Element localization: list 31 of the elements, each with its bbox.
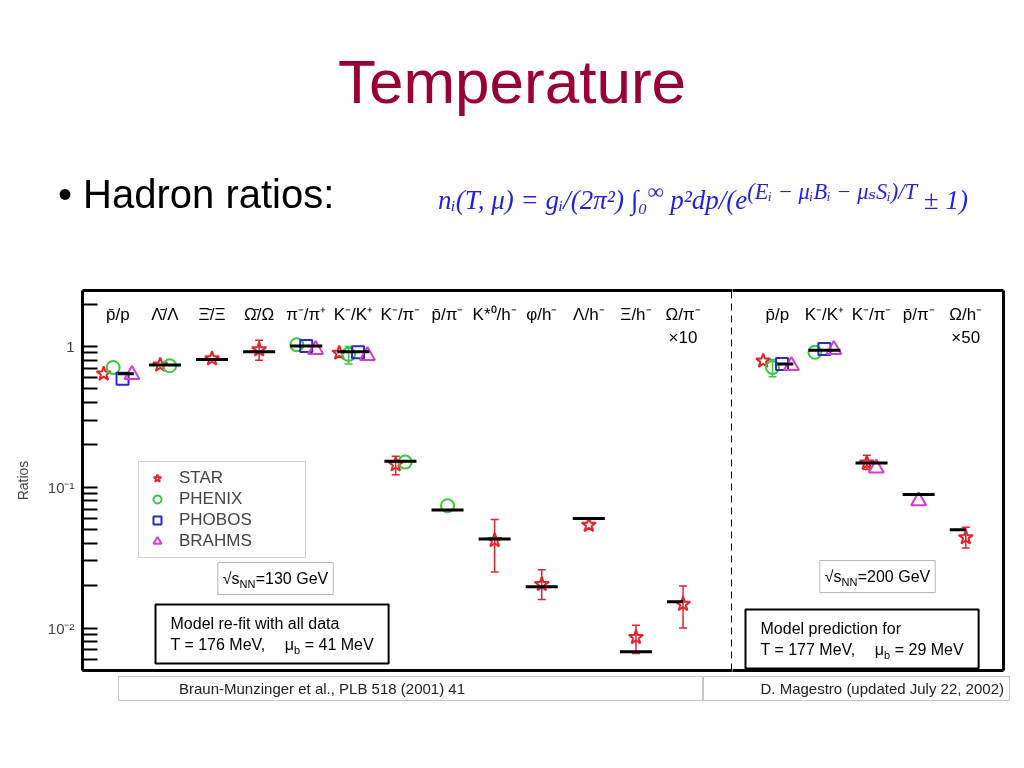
x-tick-label: K⁻/K⁺ — [804, 304, 845, 324]
legend-label: BRAHMS — [179, 531, 253, 551]
y-axis-title: Ratios — [14, 460, 31, 501]
chart-title: Temperature — [336, 46, 688, 118]
x-tick-label: p̄/π⁻ — [431, 304, 464, 324]
chart-subtitle: • Hadron ratios: — [58, 171, 335, 218]
legend-label: STAR — [179, 468, 225, 488]
x-tick-label: p̄/π⁻ — [902, 304, 935, 324]
x-tick-label: Λ/h⁻ — [573, 304, 605, 324]
x-tick-label: K⁻/π⁻ — [851, 304, 892, 324]
x-tick-label: Ω/h⁻ ×50 — [949, 304, 983, 348]
x-tick-label: Ω̄/Ω — [244, 304, 275, 324]
x-tick-label: φ/h⁻ — [526, 304, 558, 324]
x-tick-label: π⁻/π⁺ — [286, 304, 327, 324]
x-tick-label: K⁻/K⁺ — [333, 304, 374, 324]
legend-label: PHENIX — [179, 489, 244, 509]
text: Braun-Munzinger et al., PLB 518 (2001) 41 — [118, 676, 703, 702]
x-tick-label: K⁻/π⁻ — [380, 304, 421, 324]
legend-label: PHOBOS — [179, 510, 253, 530]
x-tick-label: Ω/π⁻ ×10 — [665, 304, 701, 348]
y-tick-label: 10⁻¹ — [47, 478, 75, 496]
text: D. Magestro (updated July 22, 2002) — [703, 676, 1010, 702]
x-tick-label: p̄/p — [106, 304, 130, 324]
x-tick-label: Λ̄/Λ — [151, 304, 180, 324]
x-tick-label: Ξ̄/Ξ — [198, 304, 226, 324]
x-tick-label: p̄/p — [765, 304, 790, 324]
x-tick-label: Ξ/h⁻ — [620, 304, 652, 324]
x-tick-label: K*⁰/h⁻ — [472, 304, 517, 324]
y-tick-label: 1 — [66, 338, 75, 356]
text: nᵢ(T, μ) = gᵢ/(2π²) ∫₀$^{∞}$ p²dp/(e$^{(Eᵢ − μᵢBᵢ − μₛSᵢ)/T}$ ± 1) — [438, 178, 968, 219]
y-tick-label: 10⁻² — [47, 619, 75, 637]
